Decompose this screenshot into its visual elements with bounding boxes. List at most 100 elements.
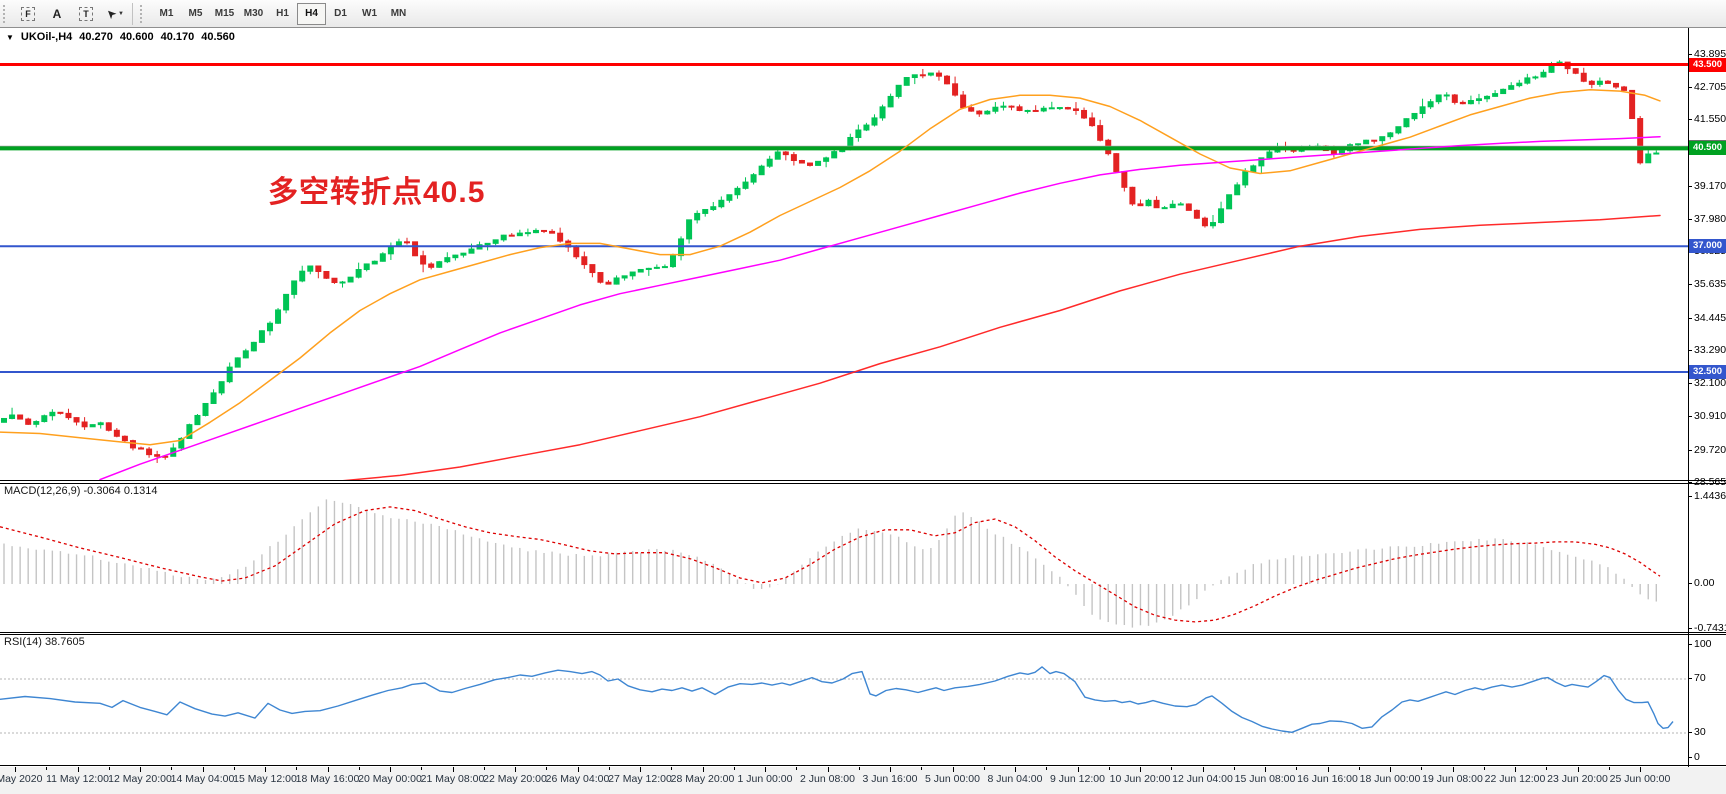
time-tick — [46, 767, 48, 770]
timeframe-button-m5[interactable]: M5 — [188, 8, 203, 19]
time-tick — [1421, 767, 1423, 770]
price-tick-label: 37.980 — [1694, 212, 1726, 225]
time-tick — [1265, 767, 1266, 772]
price-tick-label: 30.910 — [1694, 410, 1726, 423]
macd-indicator-label: MACD(12,26,9) -0.3064 0.1314 — [4, 485, 158, 497]
time-tick — [1327, 767, 1329, 772]
time-tick — [1077, 767, 1079, 772]
time-label: 22 May 20:00 — [483, 773, 547, 785]
timeframe-button-h4[interactable]: H4 — [297, 2, 326, 25]
time-label: 14 May 04:00 — [170, 773, 235, 785]
timeframe-button-m15[interactable]: M15 — [214, 8, 235, 19]
rsi-value: 38.7605 — [44, 636, 85, 648]
collapse-arrow-icon[interactable]: ▼ — [6, 32, 14, 42]
timeframe-button-d1[interactable]: D1 — [334, 8, 347, 19]
toolbar-grip[interactable] — [3, 4, 12, 23]
time-tick — [1046, 767, 1048, 770]
time-label: 15 Jun 08:00 — [1234, 773, 1296, 785]
rsi-indicator-label: RSI(14) 38.7605 — [4, 636, 85, 648]
arrows-tool-icon[interactable]: ➤ ▼ — [102, 2, 128, 26]
macd-plot[interactable] — [0, 484, 1688, 632]
time-label: 10 Jun 20:00 — [1109, 773, 1171, 785]
level-price-label-43.500: 43.500 — [1689, 57, 1726, 72]
ohlc-open: 40.270 — [79, 31, 113, 43]
time-tick — [421, 767, 423, 770]
time-label: 18 May 16:00 — [295, 773, 360, 785]
price-tick-label: 32.100 — [1694, 377, 1726, 390]
time-tick — [608, 767, 610, 770]
time-tick — [671, 767, 673, 770]
time-label: 19 Jun 08:00 — [1422, 773, 1483, 785]
time-tick — [1577, 767, 1579, 772]
timeframe-button-h1[interactable]: H1 — [276, 8, 289, 19]
timeframe-button-w1[interactable]: W1 — [362, 8, 377, 19]
drawing-tools-group: F A T ➤ ▼ — [15, 2, 128, 26]
axis-tick — [1688, 284, 1692, 286]
rsi-tick-label: 30 — [1694, 726, 1706, 738]
time-tick — [515, 767, 516, 772]
macd-tick-label: 1.4436 — [1694, 490, 1726, 503]
fibonacci-tool-icon[interactable]: F — [15, 2, 41, 26]
ohlc-close: 40.560 — [201, 31, 235, 43]
macd-values: -0.3064 0.1314 — [83, 485, 158, 497]
time-tick — [452, 767, 454, 772]
timeframe-button-m1[interactable]: M1 — [159, 8, 174, 19]
timeframe-button-m30[interactable]: M30 — [243, 8, 264, 19]
axis-tick — [1688, 583, 1692, 584]
time-tick — [1483, 767, 1485, 770]
time-tick — [1640, 767, 1641, 772]
axis-tick — [1688, 349, 1692, 351]
time-tick — [921, 767, 923, 770]
price-tick-label: 34.445 — [1694, 311, 1726, 324]
time-tick — [140, 767, 141, 772]
time-tick — [546, 767, 548, 770]
price-axis-border — [1688, 28, 1689, 767]
time-label: 21 May 08:00 — [420, 773, 485, 785]
main-chart-plot[interactable] — [0, 28, 1688, 480]
toolbar-grip[interactable] — [140, 4, 149, 23]
ohlc-low: 40.170 — [160, 31, 195, 43]
time-tick — [1202, 767, 1204, 772]
rsi-tick-label: 0 — [1694, 751, 1700, 763]
axis-tick — [1688, 732, 1692, 733]
text-box-icon: T — [79, 6, 93, 21]
time-tick — [483, 767, 485, 770]
time-tick — [858, 767, 860, 770]
time-label: 8 Jun 04:00 — [987, 773, 1043, 785]
time-label: 9 Jun 12:00 — [1050, 773, 1105, 785]
ohlc-high: 40.600 — [119, 31, 154, 43]
time-tick — [1140, 767, 1141, 772]
time-tick — [171, 767, 173, 770]
time-tick — [640, 767, 641, 772]
arrows-tool-icon: ➤ — [102, 4, 120, 23]
ma-magenta — [99, 135, 1661, 480]
level-price-label-37.000: 37.000 — [1689, 239, 1726, 254]
time-tick — [1108, 767, 1110, 770]
time-label: 1 Jun 00:00 — [737, 773, 793, 785]
time-tick — [233, 767, 235, 770]
timeframe-button-mn[interactable]: MN — [390, 8, 407, 19]
ma-red — [342, 214, 1661, 480]
price-axis[interactable]: 43.89542.70541.55040.36039.17037.98036.8… — [1688, 28, 1726, 767]
candles — [1, 60, 1660, 463]
time-label: 18 Jun 00:00 — [1359, 773, 1421, 785]
level-price-label-40.500: 40.500 — [1689, 141, 1726, 156]
time-label: 5 Jun 00:00 — [925, 773, 980, 785]
price-tick-label: 35.635 — [1694, 278, 1726, 291]
axis-tick — [1688, 86, 1692, 88]
time-tick — [1358, 767, 1360, 770]
rsi-plot[interactable] — [0, 635, 1688, 765]
text-box-icon[interactable]: T — [73, 2, 99, 26]
rsi-tick-label: 100 — [1694, 638, 1712, 650]
fibonacci-tool-icon: F — [21, 6, 35, 21]
time-tick — [15, 767, 16, 772]
price-tick-label: 42.705 — [1694, 80, 1726, 93]
time-label: 22 Jun 12:00 — [1484, 773, 1546, 785]
chart-annotation-text[interactable]: 多空转折点40.5 — [268, 176, 486, 209]
text-label-icon[interactable]: A — [44, 2, 70, 26]
time-tick — [296, 767, 298, 770]
toolbar-separator — [132, 2, 133, 25]
time-label: 12 Jun 04:00 — [1172, 773, 1233, 785]
